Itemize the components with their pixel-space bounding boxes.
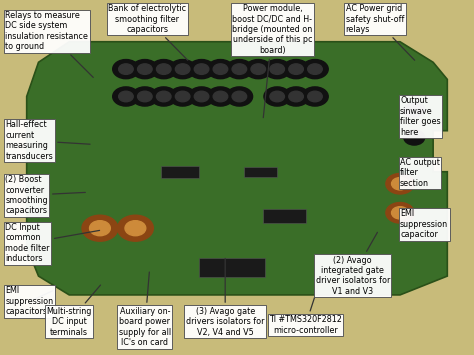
Text: EMI
suppression
capacitors: EMI suppression capacitors <box>5 286 54 316</box>
Circle shape <box>226 60 253 79</box>
Circle shape <box>232 64 246 75</box>
Circle shape <box>264 60 291 79</box>
FancyBboxPatch shape <box>161 166 199 178</box>
Circle shape <box>132 60 158 79</box>
Text: Multi-string
DC input
terminals: Multi-string DC input terminals <box>46 285 100 337</box>
Circle shape <box>245 60 272 79</box>
Text: Bank of electrolytic
smoothing filter
capacitors: Bank of electrolytic smoothing filter ca… <box>108 4 188 60</box>
Circle shape <box>137 91 152 102</box>
Text: (2) Avago
integrated gate
driver isolators for
V1 and V3: (2) Avago integrated gate driver isolato… <box>316 232 390 296</box>
Circle shape <box>386 203 414 223</box>
Circle shape <box>270 64 284 75</box>
Circle shape <box>232 91 246 102</box>
Circle shape <box>264 87 291 106</box>
Circle shape <box>207 87 234 106</box>
Circle shape <box>156 64 171 75</box>
Circle shape <box>207 60 234 79</box>
Circle shape <box>90 221 110 236</box>
Text: TI #TMS320F2812
micro-controller: TI #TMS320F2812 micro-controller <box>269 277 342 335</box>
Circle shape <box>169 60 196 79</box>
Text: DC Input
common
mode filter
inductors: DC Input common mode filter inductors <box>5 223 100 263</box>
Circle shape <box>289 91 303 102</box>
Circle shape <box>151 87 177 106</box>
Circle shape <box>226 87 253 106</box>
Circle shape <box>289 64 303 75</box>
Circle shape <box>156 91 171 102</box>
Circle shape <box>169 87 196 106</box>
Circle shape <box>113 87 139 106</box>
Circle shape <box>302 60 328 79</box>
Circle shape <box>283 87 310 106</box>
FancyBboxPatch shape <box>263 209 306 223</box>
Circle shape <box>308 91 322 102</box>
Circle shape <box>404 103 425 118</box>
Text: Output
sinwave
filter goes
here: Output sinwave filter goes here <box>400 97 441 137</box>
Text: AC Power grid
safety shut-off
relays: AC Power grid safety shut-off relays <box>346 4 415 60</box>
Circle shape <box>175 64 190 75</box>
Text: EMI
suppression
capacitor: EMI suppression capacitor <box>400 209 448 239</box>
Polygon shape <box>27 42 447 295</box>
Circle shape <box>386 174 414 194</box>
FancyBboxPatch shape <box>244 166 277 177</box>
Circle shape <box>118 64 133 75</box>
Circle shape <box>283 60 310 79</box>
Circle shape <box>118 215 154 241</box>
Text: (3) Avago gate
drivers isolators for
V2, V4 and V5: (3) Avago gate drivers isolators for V2,… <box>186 258 264 337</box>
Circle shape <box>194 64 209 75</box>
Circle shape <box>82 215 118 241</box>
Circle shape <box>118 91 133 102</box>
Circle shape <box>194 91 209 102</box>
Circle shape <box>213 91 228 102</box>
Text: Hall-effect
current
measuring
transducers: Hall-effect current measuring transducer… <box>5 120 90 160</box>
FancyBboxPatch shape <box>199 258 265 277</box>
Circle shape <box>188 60 215 79</box>
Circle shape <box>113 60 139 79</box>
Text: Power module,
boost DC/DC and H-
bridge (mounted on
underside of this pc
board): Power module, boost DC/DC and H- bridge … <box>232 4 312 118</box>
Text: Auxiliary on-
board power
supply for all
IC's on card: Auxiliary on- board power supply for all… <box>119 272 171 347</box>
Circle shape <box>392 178 409 190</box>
Circle shape <box>392 207 409 219</box>
Circle shape <box>270 91 284 102</box>
Circle shape <box>308 64 322 75</box>
Circle shape <box>175 91 190 102</box>
Circle shape <box>302 87 328 106</box>
Circle shape <box>151 60 177 79</box>
Circle shape <box>404 130 425 145</box>
Circle shape <box>132 87 158 106</box>
Text: Relays to measure
DC side system
insulation resistance
to ground: Relays to measure DC side system insulat… <box>5 11 93 77</box>
Circle shape <box>125 221 146 236</box>
Circle shape <box>188 87 215 106</box>
Text: AC output
filter
section: AC output filter section <box>400 158 440 188</box>
Circle shape <box>137 64 152 75</box>
Circle shape <box>251 64 265 75</box>
Text: (2) Boost
converter
smoothing
capacitors: (2) Boost converter smoothing capacitors <box>5 175 85 215</box>
Circle shape <box>213 64 228 75</box>
